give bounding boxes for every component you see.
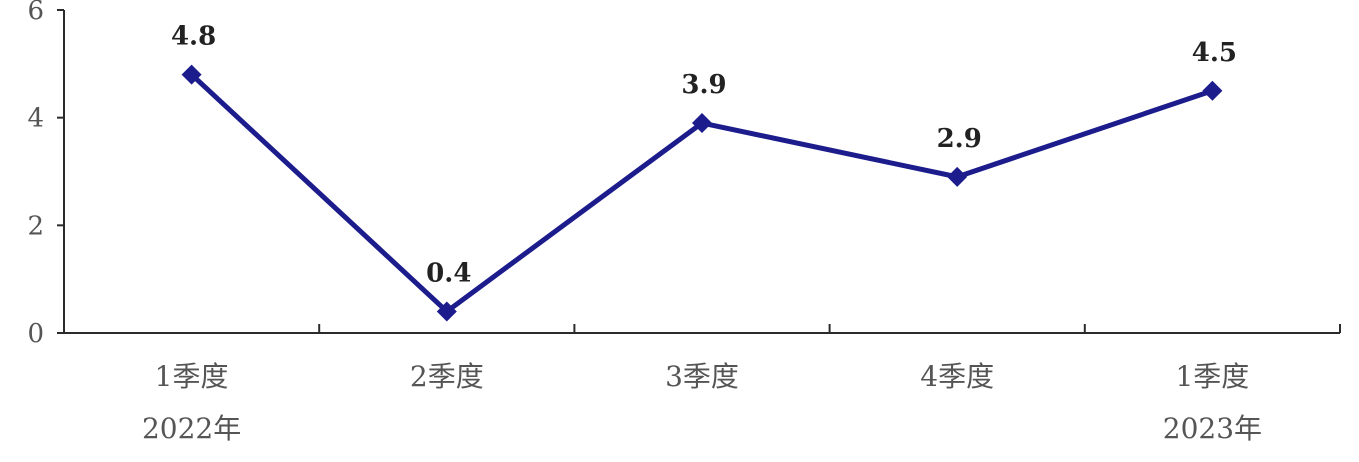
y-tick-label: 0 [27, 319, 44, 349]
axes [63, 10, 1340, 334]
x-tick-label: 1季度 [155, 360, 229, 393]
data-labels-layer: 4.8 0.4 3.9 2.9 4.5 [171, 22, 1237, 289]
data-point [692, 113, 712, 134]
y-axis-ticks: 0 2 4 6 [27, 0, 64, 349]
data-point [947, 166, 968, 187]
data-point [1202, 80, 1223, 101]
x-year-label: 2023年 [1163, 412, 1262, 445]
x-tick-label: 1季度 [1175, 360, 1249, 393]
y-tick-label: 4 [27, 104, 44, 134]
series-line [189, 72, 1214, 314]
data-point [436, 301, 457, 322]
y-tick-label: 6 [27, 0, 44, 26]
x-axis-ticks: 1季度 2022年 2季度 3季度 4季度 1季度 2023年 [142, 324, 1341, 445]
data-point [181, 64, 202, 85]
y-tick-label: 2 [27, 211, 44, 241]
data-label: 0.4 [426, 258, 471, 288]
data-label: 4.5 [1192, 38, 1237, 68]
data-label: 3.9 [681, 70, 726, 100]
x-tick-label: 2季度 [410, 360, 484, 393]
x-tick-label: 4季度 [920, 360, 994, 393]
x-year-label: 2022年 [142, 412, 241, 445]
data-label: 2.9 [937, 124, 982, 154]
x-tick-label: 3季度 [665, 360, 739, 393]
series-layer [181, 64, 1223, 322]
data-label: 4.8 [171, 22, 216, 52]
